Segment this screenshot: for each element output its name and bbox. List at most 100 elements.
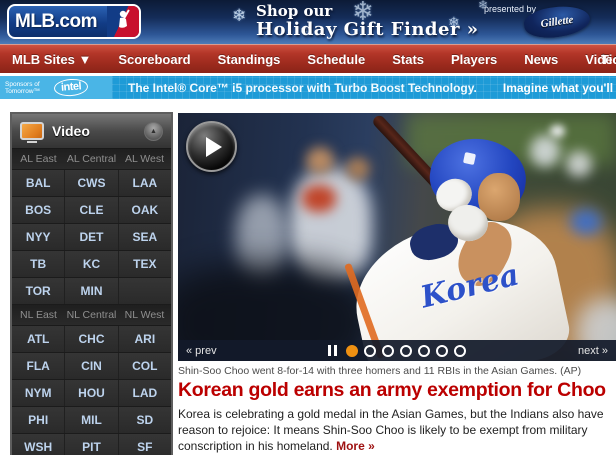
al-team-rows: BAL CWS LAA BOS CLE OAK NYY DET SEA [12, 170, 171, 305]
photo-infield-dirt [483, 208, 616, 361]
team-row: NYY DET SEA [12, 224, 171, 251]
carousel-bar: « prev [178, 340, 616, 361]
team-link[interactable]: HOU [65, 380, 119, 406]
nav-item[interactable]: Video [585, 51, 616, 67]
team-link[interactable]: TEX [133, 257, 157, 271]
division-header: AL East [20, 153, 57, 165]
nav-item[interactable]: Schedule [307, 51, 366, 67]
team-link[interactable]: SD [136, 413, 154, 427]
team-row: TOR MIN [12, 278, 171, 305]
team-row: PHI MIL SD [12, 407, 171, 434]
nav-item[interactable]: Stats [392, 51, 425, 67]
team-link[interactable]: TOR [12, 278, 66, 304]
nav-item[interactable]: Scoreboard [118, 51, 191, 67]
nav-item[interactable]: Players [451, 51, 498, 67]
carousel-dot[interactable] [454, 344, 466, 357]
team-link[interactable]: MIL [65, 407, 119, 433]
team-row: ATL CHC ARI [12, 326, 171, 353]
batting-glove [445, 201, 491, 245]
gillette-logo-text: Gillette [539, 13, 575, 31]
team-link[interactable]: WSH [12, 434, 66, 455]
carousel-dot[interactable] [400, 344, 412, 357]
helmet-logo [462, 151, 477, 166]
team-link[interactable]: KC [65, 251, 119, 277]
team-link[interactable]: CHC [65, 326, 119, 352]
team-link[interactable]: BAL [12, 170, 66, 196]
team-link[interactable]: BOS [12, 197, 66, 223]
team-link[interactable]: TB [12, 251, 66, 277]
photo-blurred-person [236, 195, 288, 280]
story-body-text: Korea is celebrating a gold medal in the… [178, 407, 604, 453]
nav-item[interactable]: MLB Sites ▼ [12, 51, 92, 67]
play-icon [206, 136, 222, 157]
play-button[interactable] [186, 121, 237, 172]
nl-division-headers: NL East NL Central NL West [12, 305, 171, 326]
video-panel-title: Video [52, 123, 90, 139]
team-link[interactable]: CLE [65, 197, 119, 223]
team-link[interactable]: LAA [132, 176, 158, 190]
team-link[interactable]: SEA [132, 230, 158, 244]
photo-blurred-person [290, 168, 372, 283]
team-link[interactable]: NYY [12, 224, 66, 250]
batter-face [478, 173, 520, 221]
intel-ad-main: The Intel® Core™ i5 processor with Turbo… [112, 76, 616, 99]
team-link[interactable]: SF [137, 440, 153, 454]
carousel-dot[interactable] [346, 344, 358, 357]
photo-blurred-person [530, 135, 560, 167]
jersey-text: Korea [417, 257, 523, 316]
carousel-dot[interactable] [364, 344, 376, 357]
team-link[interactable]: MIN [65, 278, 119, 304]
video-thumbnail[interactable]: Korea « prev [178, 113, 616, 361]
baseball-bat [370, 113, 488, 238]
prev-button[interactable]: « prev [186, 344, 217, 357]
photo-blurred-red-shirt [302, 185, 336, 212]
team-link[interactable]: FLA [12, 353, 66, 379]
team-link[interactable]: PIT [65, 434, 119, 455]
team-link[interactable]: OAK [131, 203, 159, 217]
intel-ad-banner[interactable]: Sponsors of Tomorrow™ intel The Intel® C… [0, 76, 616, 99]
batter-arm [449, 214, 521, 294]
batter-undershirt [406, 219, 462, 265]
collapse-button[interactable]: ▲ [144, 121, 163, 141]
main-content: Korea « prev [178, 113, 616, 455]
team-link[interactable]: ATL [12, 326, 66, 352]
batting-glove [431, 173, 477, 217]
more-link[interactable]: More » [336, 438, 375, 453]
nav-item[interactable]: News [524, 51, 559, 67]
carousel-dot[interactable] [436, 344, 448, 357]
nl-team-rows: ATL CHC ARI FLA CIN COL NYM HOU LAD [12, 326, 171, 455]
nav-items: MLB Sites ▼ Scoreboard Standings Schedul… [0, 45, 616, 73]
carousel-dots [346, 344, 466, 357]
team-link[interactable]: CWS [65, 170, 119, 196]
division-header: NL Central [66, 309, 117, 321]
carousel-dot[interactable] [418, 344, 430, 357]
team-row: NYM HOU LAD [12, 380, 171, 407]
video-panel-header[interactable]: Video ▲ [12, 114, 171, 149]
team-link[interactable] [119, 278, 171, 304]
team-link[interactable]: NYM [12, 380, 66, 406]
next-button[interactable]: next » [578, 344, 608, 357]
holiday-gift-finder-promo[interactable]: Shop our Holiday Gift Finder » [256, 3, 478, 40]
team-link[interactable]: COL [132, 359, 158, 373]
team-link[interactable]: PHI [12, 407, 66, 433]
mlb-logo[interactable]: MLB.com [7, 4, 141, 39]
team-link[interactable]: LAD [132, 386, 158, 400]
story-headline[interactable]: Korean gold earns an army exemption for … [178, 379, 606, 401]
carousel-dot[interactable] [382, 344, 394, 357]
promo-line-1: Shop our [256, 2, 333, 20]
team-row: BOS CLE OAK [12, 197, 171, 224]
team-link[interactable]: ARI [134, 332, 156, 346]
presented-by-label: presented by [484, 4, 537, 14]
intel-logo: intel [53, 77, 89, 98]
pause-button[interactable] [328, 345, 337, 356]
carousel-controls [328, 344, 466, 357]
batting-helmet [425, 133, 531, 221]
photo-blurred-cap [550, 125, 565, 137]
team-link[interactable]: DET [65, 224, 119, 250]
team-link[interactable]: CIN [65, 353, 119, 379]
sponsors-of-tomorrow-label: Sponsors of Tomorrow™ [5, 80, 41, 95]
nav-item[interactable]: Standings [217, 51, 281, 67]
team-row: FLA CIN COL [12, 353, 171, 380]
nav-item-tickets[interactable]: Tickets [601, 51, 616, 67]
